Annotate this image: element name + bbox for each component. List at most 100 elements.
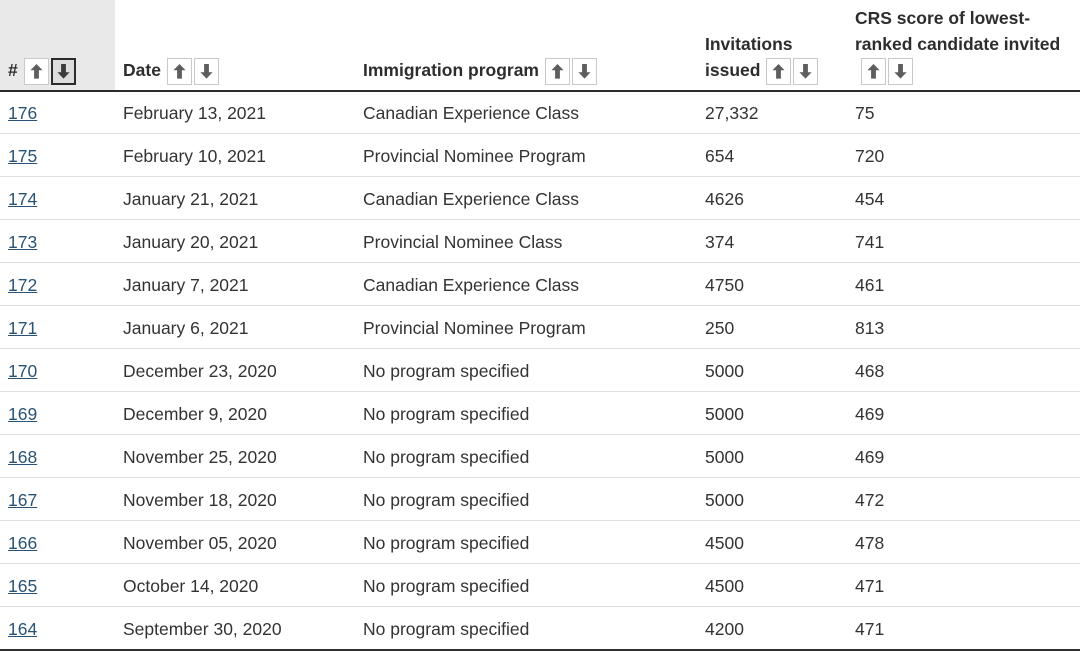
draw-number-link[interactable]: 172 <box>8 274 38 295</box>
arrow-down-icon <box>57 63 70 79</box>
draw-number-cell: 166 <box>0 520 115 564</box>
column-header-crs-score-label: CRS score of lowest-ranked candidate inv… <box>855 8 1061 54</box>
invitations-issued-cell: 374 <box>697 219 847 263</box>
table-row: 171 January 6, 2021 Provincial Nominee Pro… <box>0 305 1080 349</box>
sort-descending-button[interactable] <box>572 57 597 85</box>
sort-ascending-button[interactable] <box>23 57 49 85</box>
sort-descending-button[interactable] <box>50 57 76 85</box>
immigration-program-cell: No program specified <box>355 477 697 521</box>
crs-score-cell: 454 <box>847 176 1080 220</box>
draw-number-link[interactable]: 168 <box>8 446 38 467</box>
draw-number-link[interactable]: 167 <box>8 489 38 510</box>
draw-number-link[interactable]: 173 <box>8 231 38 252</box>
draw-number-link[interactable]: 174 <box>8 188 38 209</box>
immigration-program-cell: No program specified <box>355 348 697 392</box>
immigration-program-cell: Canadian Experience Class <box>355 176 697 220</box>
draw-number-cell: 174 <box>0 176 115 220</box>
draw-number-link[interactable]: 165 <box>8 575 38 596</box>
sort-descending-button[interactable] <box>193 57 219 85</box>
draw-number-cell: 170 <box>0 348 115 392</box>
sort-descending-button[interactable] <box>793 57 819 85</box>
immigration-program-cell: No program specified <box>355 520 697 564</box>
column-header-crs-score: CRS score of lowest-ranked candidate inv… <box>847 0 1080 92</box>
sort-ascending-button[interactable] <box>766 57 792 85</box>
crs-score-cell: 478 <box>847 520 1080 564</box>
table-row: 173 January 20, 2021 Provincial Nominee Cl… <box>0 219 1080 263</box>
column-header-immigration-program: Immigration program <box>355 0 697 92</box>
table-body: 176 February 13, 2021 Canadian Experience … <box>0 90 1080 650</box>
invitations-issued-cell: 5000 <box>697 477 847 521</box>
table-row: 164 September 30, 2020 No program specifie… <box>0 606 1080 650</box>
immigration-program-cell: Provincial Nominee Program <box>355 133 697 177</box>
arrow-up-icon <box>173 63 186 79</box>
invitations-issued-cell: 5000 <box>697 434 847 478</box>
sort-ascending-button[interactable] <box>545 57 570 85</box>
immigration-program-cell: No program specified <box>355 391 697 435</box>
crs-score-cell: 469 <box>847 434 1080 478</box>
arrow-down-icon <box>578 63 591 79</box>
draw-number-link[interactable]: 175 <box>8 145 38 166</box>
table-header: # Date Immigration program Invitations i… <box>0 0 1080 92</box>
draw-number-cell: 168 <box>0 434 115 478</box>
draw-number-cell: 169 <box>0 391 115 435</box>
column-header-invitations-issued-label: Invitations issued <box>705 34 793 80</box>
draw-number-cell: 164 <box>0 606 115 650</box>
date-cell: January 20, 2021 <box>115 219 355 263</box>
draw-number-link[interactable]: 171 <box>8 317 38 338</box>
draw-number-link[interactable]: 170 <box>8 360 38 381</box>
crs-score-cell: 461 <box>847 262 1080 306</box>
date-cell: February 10, 2021 <box>115 133 355 177</box>
draw-number-cell: 167 <box>0 477 115 521</box>
draw-number-link[interactable]: 164 <box>8 618 38 639</box>
invitations-issued-cell: 4500 <box>697 520 847 564</box>
invitations-issued-cell: 4750 <box>697 262 847 306</box>
table-row: 172 January 7, 2021 Canadian Experience Cl… <box>0 262 1080 306</box>
date-cell: November 25, 2020 <box>115 434 355 478</box>
draw-number-cell: 176 <box>0 90 115 134</box>
table-row: 168 November 25, 2020 No program specified… <box>0 434 1080 478</box>
table-row: 176 February 13, 2021 Canadian Experience … <box>0 90 1080 134</box>
table-row: 175 February 10, 2021 Provincial Nominee P… <box>0 133 1080 177</box>
arrow-up-icon <box>551 63 564 79</box>
column-header-number: # <box>0 0 115 92</box>
immigration-program-cell: Canadian Experience Class <box>355 262 697 306</box>
table-row: 167 November 18, 2020 No program specified… <box>0 477 1080 521</box>
sort-ascending-button[interactable] <box>861 57 886 85</box>
date-cell: November 05, 2020 <box>115 520 355 564</box>
table-row: 165 October 14, 2020 No program specified 4… <box>0 563 1080 607</box>
column-header-date-label: Date <box>123 60 161 80</box>
date-cell: January 7, 2021 <box>115 262 355 306</box>
crs-score-cell: 468 <box>847 348 1080 392</box>
draw-number-link[interactable]: 166 <box>8 532 38 553</box>
draw-number-cell: 172 <box>0 262 115 306</box>
date-cell: January 6, 2021 <box>115 305 355 349</box>
immigration-program-cell: Provincial Nominee Class <box>355 219 697 263</box>
column-header-date: Date <box>115 0 355 92</box>
table-row: 169 December 9, 2020 No program specified 5… <box>0 391 1080 435</box>
immigration-program-cell: No program specified <box>355 563 697 607</box>
draw-number-link[interactable]: 169 <box>8 403 38 424</box>
arrow-up-icon <box>30 63 43 79</box>
invitations-issued-cell: 4200 <box>697 606 847 650</box>
crs-score-cell: 75 <box>847 90 1080 134</box>
table-row: 170 December 23, 2020 No program specified… <box>0 348 1080 392</box>
sort-ascending-button[interactable] <box>166 57 192 85</box>
draw-number-link[interactable]: 176 <box>8 103 38 124</box>
crs-score-cell: 469 <box>847 391 1080 435</box>
immigration-program-cell: No program specified <box>355 434 697 478</box>
table-row: 174 January 21, 2021 Canadian Experience C… <box>0 176 1080 220</box>
date-cell: November 18, 2020 <box>115 477 355 521</box>
invitations-issued-cell: 4500 <box>697 563 847 607</box>
crs-score-cell: 720 <box>847 133 1080 177</box>
draw-number-cell: 165 <box>0 563 115 607</box>
arrow-up-icon <box>772 63 786 79</box>
column-header-invitations-issued: Invitations issued <box>697 0 847 92</box>
draw-number-cell: 173 <box>0 219 115 263</box>
date-cell: January 21, 2021 <box>115 176 355 220</box>
arrow-down-icon <box>799 63 813 79</box>
invitations-issued-cell: 4626 <box>697 176 847 220</box>
invitations-issued-cell: 250 <box>697 305 847 349</box>
invitations-issued-cell: 5000 <box>697 348 847 392</box>
sort-descending-button[interactable] <box>888 57 913 85</box>
